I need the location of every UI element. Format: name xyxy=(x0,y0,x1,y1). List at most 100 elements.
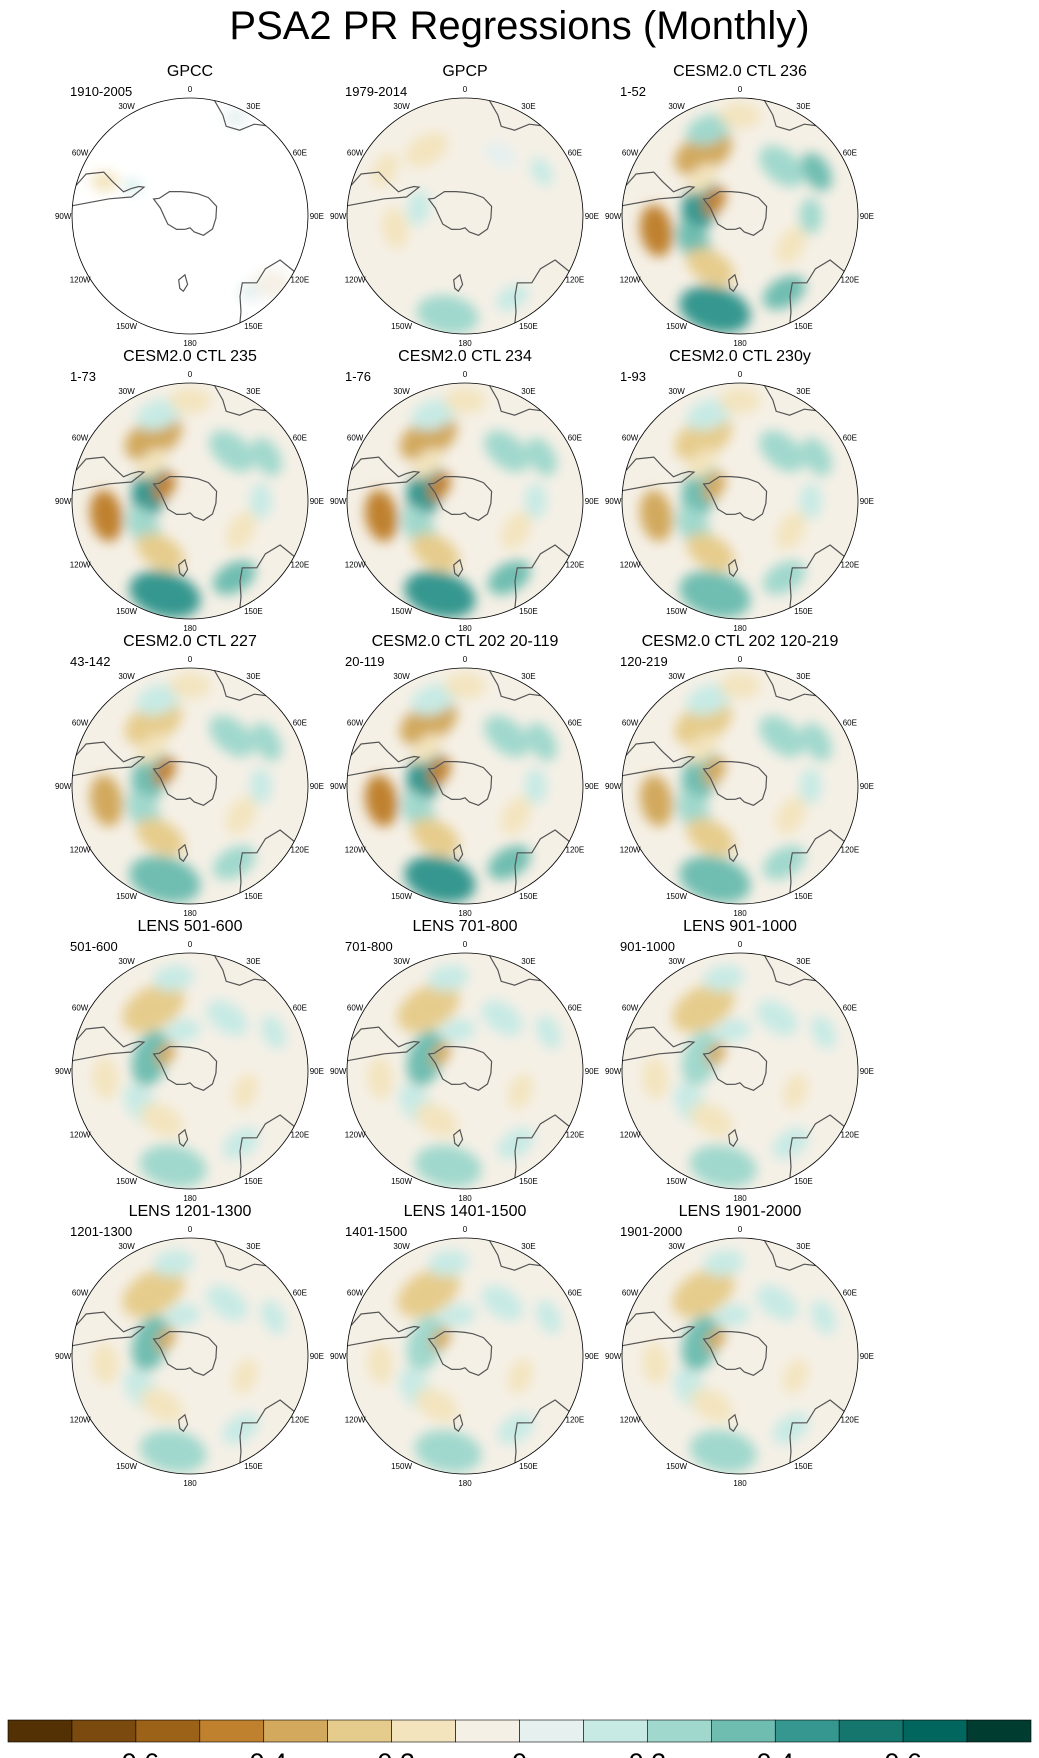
colorbar: -0.6 -0.4 -0.2 0 0.2 0.4 0.6 xyxy=(7,1719,1032,1758)
coastline xyxy=(152,761,218,806)
anomaly-patch xyxy=(524,767,547,805)
longitude-label: 120E xyxy=(566,275,585,284)
anomaly-patch xyxy=(484,430,530,473)
longitude-label: 120W xyxy=(70,560,91,569)
anomaly-patch xyxy=(481,1284,524,1321)
longitude-label: 120W xyxy=(345,1130,366,1139)
anomaly-patch xyxy=(411,533,460,572)
coastline xyxy=(702,761,768,806)
anomaly-patch xyxy=(155,1327,176,1351)
anomaly-patch xyxy=(508,1073,533,1109)
longitude-label: 120W xyxy=(345,1415,366,1424)
longitude-label: 30W xyxy=(393,957,410,966)
longitude-label: 120W xyxy=(620,560,641,569)
polar-map: 0 30E 60E 90E 120E 150E 180 150W 120W 90W 60W 30W xyxy=(330,370,599,633)
map-panel: CESM2.0 CTL 202 120-219 120-219 0 30E 60E 90E… xyxy=(605,632,920,950)
coastline xyxy=(178,843,189,863)
longitude-label: 150E xyxy=(244,1177,263,1186)
anomaly-patch xyxy=(705,1042,726,1066)
longitude-label: 30E xyxy=(521,102,535,111)
anomaly-patch xyxy=(260,1014,287,1050)
anomaly-patch xyxy=(759,430,805,473)
anomaly-patch xyxy=(685,683,732,716)
longitude-label: 0 xyxy=(188,655,193,664)
coastline xyxy=(789,1114,845,1178)
longitude-label: 90W xyxy=(605,1352,622,1361)
anomaly-patch xyxy=(430,1042,451,1066)
anomaly-patch xyxy=(209,715,255,758)
panel-title: CESM2.0 CTL 202 20-119 xyxy=(371,633,559,650)
anomaly-patch xyxy=(129,855,201,904)
anomaly-patch xyxy=(756,999,799,1036)
anomaly-patch xyxy=(686,818,735,857)
longitude-label: 30E xyxy=(796,1242,810,1251)
longitude-label: 150E xyxy=(519,607,538,616)
anomaly-patch xyxy=(703,186,726,216)
anomaly-patch xyxy=(428,1249,470,1277)
longitude-label: 120W xyxy=(345,845,366,854)
colorbar-bin xyxy=(7,1719,73,1743)
longitude-label: 120E xyxy=(841,1415,860,1424)
anomaly-patch xyxy=(382,207,409,249)
longitude-label: 90W xyxy=(55,1067,72,1076)
longitude-label: 30W xyxy=(393,672,410,681)
longitude-label: 150E xyxy=(794,1462,813,1471)
anomaly-patch xyxy=(164,1018,201,1042)
longitude-label: 180 xyxy=(458,1479,472,1488)
longitude-label: 90W xyxy=(330,497,347,506)
longitude-label: 150W xyxy=(666,607,687,616)
anomaly-patch xyxy=(690,1387,734,1423)
coastline xyxy=(514,544,570,608)
map-border xyxy=(621,382,859,620)
colorbar-bin xyxy=(966,1719,1032,1743)
anomaly-patch xyxy=(153,1249,195,1277)
anomaly-patch xyxy=(685,113,732,146)
longitude-label: 90W xyxy=(605,782,622,791)
coastline xyxy=(347,1311,421,1347)
longitude-label: 150E xyxy=(244,322,263,331)
anomaly-patch xyxy=(487,845,531,880)
anomaly-patch xyxy=(412,733,443,764)
coastline xyxy=(152,1331,218,1376)
longitude-label: 90W xyxy=(330,1067,347,1076)
anomaly-patch xyxy=(140,1102,184,1138)
anomaly-patch xyxy=(535,1014,562,1050)
colorbar-tick-label: 0.4 xyxy=(756,1748,794,1758)
coastline xyxy=(488,1240,541,1271)
longitude-label: 150E xyxy=(519,322,538,331)
map-border xyxy=(346,97,584,335)
coastline xyxy=(488,100,541,131)
map-border xyxy=(621,667,859,905)
longitude-label: 30W xyxy=(668,387,685,396)
anomaly-patch xyxy=(129,570,201,619)
colorbar-bin xyxy=(135,1719,201,1743)
anomaly-patch xyxy=(416,295,479,334)
longitude-label: 120E xyxy=(291,1415,310,1424)
anomaly-patch xyxy=(444,387,486,414)
anomaly-patch xyxy=(714,1018,751,1042)
map-panel: GPCC 1910-2005 0 30E 60E 90E 120E 150E 180 150W 12… xyxy=(55,62,370,380)
anomaly-patch xyxy=(719,672,761,699)
longitude-label: 60E xyxy=(293,434,307,443)
anomaly-patch xyxy=(414,1144,482,1188)
coastline xyxy=(728,273,739,293)
map-border xyxy=(346,1237,584,1475)
longitude-label: 180 xyxy=(183,909,197,918)
longitude-label: 30E xyxy=(796,102,810,111)
polar-map: 0 30E 60E 90E 120E 150E 180 150W 120W 90W 60W 30W xyxy=(330,85,599,348)
coastline xyxy=(702,191,768,236)
anomaly-patch xyxy=(524,482,547,520)
longitude-label: 120W xyxy=(345,560,366,569)
longitude-label: 180 xyxy=(733,1194,747,1203)
longitude-label: 180 xyxy=(458,1194,472,1203)
anomaly-patch xyxy=(483,141,518,168)
longitude-label: 0 xyxy=(463,1225,468,1234)
coastline xyxy=(347,171,421,207)
longitude-label: 150W xyxy=(116,1462,137,1471)
longitude-label: 150W xyxy=(116,892,137,901)
anomaly-patch xyxy=(428,471,451,501)
map-panel: LENS 901-1000 901-1000 0 30E 60E 90E 120E 150E 1… xyxy=(605,917,920,1235)
longitude-label: 120W xyxy=(70,845,91,854)
anomaly-patch xyxy=(500,511,532,550)
longitude-label: 120E xyxy=(841,845,860,854)
